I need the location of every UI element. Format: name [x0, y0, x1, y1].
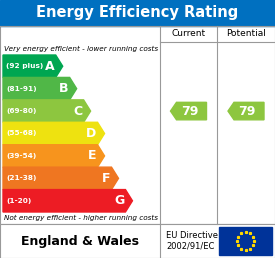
- Text: Current: Current: [171, 29, 206, 38]
- Text: (81-91): (81-91): [6, 86, 37, 92]
- Polygon shape: [3, 145, 104, 167]
- Text: (21-38): (21-38): [6, 175, 36, 181]
- Text: 79: 79: [181, 104, 198, 118]
- Bar: [0, 26, 275, 224]
- Text: B: B: [59, 82, 69, 95]
- Text: Not energy efficient - higher running costs: Not energy efficient - higher running co…: [4, 215, 158, 221]
- Polygon shape: [3, 167, 119, 190]
- Polygon shape: [170, 102, 207, 120]
- Bar: [0, 0, 275, 26]
- Bar: [219, 227, 272, 255]
- Text: D: D: [86, 127, 97, 140]
- Polygon shape: [3, 190, 133, 212]
- Text: 79: 79: [238, 104, 256, 118]
- Text: E: E: [88, 149, 97, 163]
- Text: EU Directive: EU Directive: [166, 231, 218, 240]
- Polygon shape: [3, 55, 63, 77]
- Text: C: C: [73, 104, 82, 118]
- Text: (92 plus): (92 plus): [6, 63, 43, 69]
- Text: Potential: Potential: [226, 29, 266, 38]
- Polygon shape: [228, 102, 264, 120]
- Polygon shape: [3, 100, 90, 122]
- Text: (69-80): (69-80): [6, 108, 36, 114]
- Text: (1-20): (1-20): [6, 198, 31, 204]
- Text: (39-54): (39-54): [6, 153, 36, 159]
- Text: 2002/91/EC: 2002/91/EC: [166, 242, 214, 251]
- Text: England & Wales: England & Wales: [21, 235, 139, 247]
- Polygon shape: [3, 77, 77, 100]
- Bar: [0, 224, 275, 258]
- Text: A: A: [45, 60, 55, 73]
- Polygon shape: [3, 122, 104, 145]
- Text: Energy Efficiency Rating: Energy Efficiency Rating: [36, 5, 239, 20]
- Text: F: F: [102, 172, 111, 185]
- Text: (55-68): (55-68): [6, 131, 36, 136]
- Text: G: G: [114, 194, 125, 207]
- Text: Very energy efficient - lower running costs: Very energy efficient - lower running co…: [4, 45, 158, 52]
